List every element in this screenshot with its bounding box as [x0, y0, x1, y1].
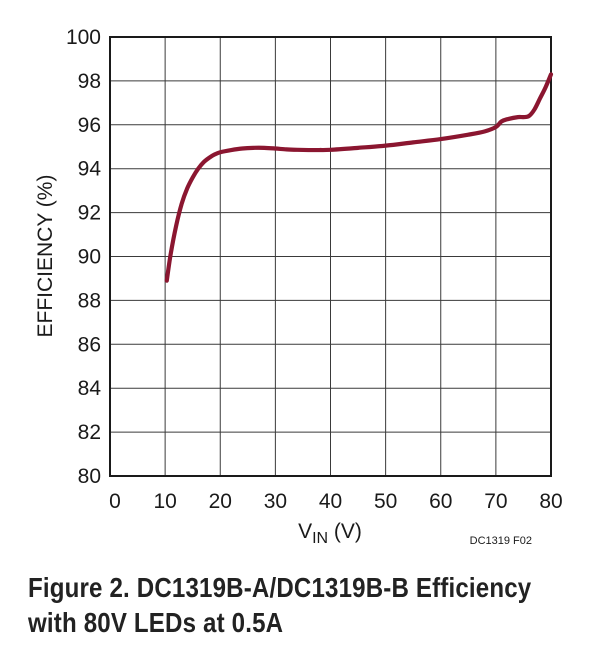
y-tick-labels: 80 82 84 86 88 90 92 94 96 98 100: [66, 26, 101, 488]
x-axis-label-main: V: [298, 520, 312, 543]
x-axis-label-subscript: IN: [312, 530, 328, 547]
figure-code: DC1319 F02: [470, 535, 532, 547]
y-tick-label: 84: [78, 377, 102, 400]
figure-caption: Figure 2. DC1319B-A/DC1319B-B Efficiency…: [28, 570, 532, 640]
x-tick-label: 0: [109, 490, 121, 513]
y-axis-label: EFFICIENCY (%): [34, 175, 57, 338]
grid: [110, 37, 551, 476]
caption-line-1: Figure 2. DC1319B-A/DC1319B-B Efficiency: [28, 572, 532, 603]
y-tick-label: 80: [78, 465, 101, 488]
y-tick-label: 98: [78, 70, 101, 93]
plot-frame: [109, 36, 552, 477]
y-tick-label: 86: [78, 333, 101, 356]
x-tick-labels: 0 10 20 30 40 50 60 70 80: [109, 490, 563, 513]
y-tick-label: 82: [78, 421, 101, 444]
efficiency-series-line: [164, 72, 554, 283]
x-tick-label: 70: [484, 490, 507, 513]
y-tick-label: 94: [78, 158, 102, 181]
y-tick-label: 90: [78, 246, 101, 269]
x-tick-label: 20: [209, 490, 232, 513]
y-tick-label: 92: [78, 202, 101, 225]
x-tick-label: 40: [319, 490, 342, 513]
x-tick-label: 60: [429, 490, 452, 513]
y-tick-label: 96: [78, 114, 101, 137]
x-axis-label: VIN (V): [298, 520, 362, 547]
x-tick-label: 10: [153, 490, 176, 513]
x-tick-label: 30: [264, 490, 287, 513]
caption-line-2: with 80V LEDs at 0.5A: [28, 607, 284, 638]
y-tick-label: 100: [66, 26, 101, 49]
y-tick-label: 88: [78, 289, 101, 312]
x-tick-label: 80: [539, 490, 562, 513]
x-axis-label-unit: (V): [328, 520, 362, 543]
x-tick-label: 50: [374, 490, 397, 513]
